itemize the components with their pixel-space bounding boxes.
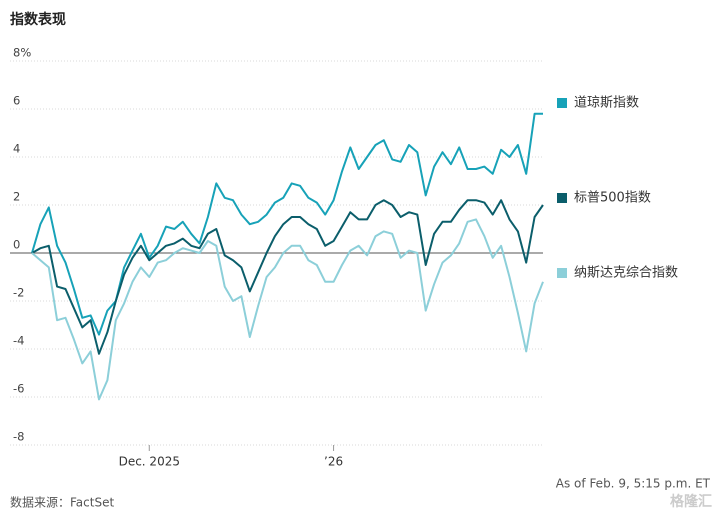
y-tick-label: -4 <box>13 334 24 348</box>
legend-label: 标普500指数 <box>574 191 651 206</box>
series-line <box>31 199 544 355</box>
legend-swatch <box>557 193 567 203</box>
y-tick-label: -2 <box>13 286 24 300</box>
chart-title: 指数表现 <box>10 11 66 28</box>
source: 数据来源：FactSet <box>10 495 114 510</box>
y-tick-label: 2 <box>13 190 20 204</box>
legend-swatch <box>557 98 567 108</box>
legend-label: 道琼斯指数 <box>574 96 639 111</box>
y-tick-label: -6 <box>13 382 24 396</box>
x-tick-label: Dec. 2025 <box>119 455 180 469</box>
x-tick-label: ’26 <box>324 455 343 469</box>
legend-label: 纳斯达克综合指数 <box>574 266 678 281</box>
y-tick-label: 6 <box>13 94 20 108</box>
legend-swatch <box>557 268 567 278</box>
watermark: 格隆汇 <box>670 493 712 510</box>
y-tick-label: -8 <box>13 430 24 444</box>
series-line <box>31 218 544 401</box>
y-tick-label: 8% <box>13 46 31 60</box>
y-tick-label: 4 <box>13 142 20 156</box>
y-tick-label: 0 <box>13 238 20 252</box>
timestamp: As of Feb. 9, 5:15 p.m. ET <box>556 477 711 491</box>
